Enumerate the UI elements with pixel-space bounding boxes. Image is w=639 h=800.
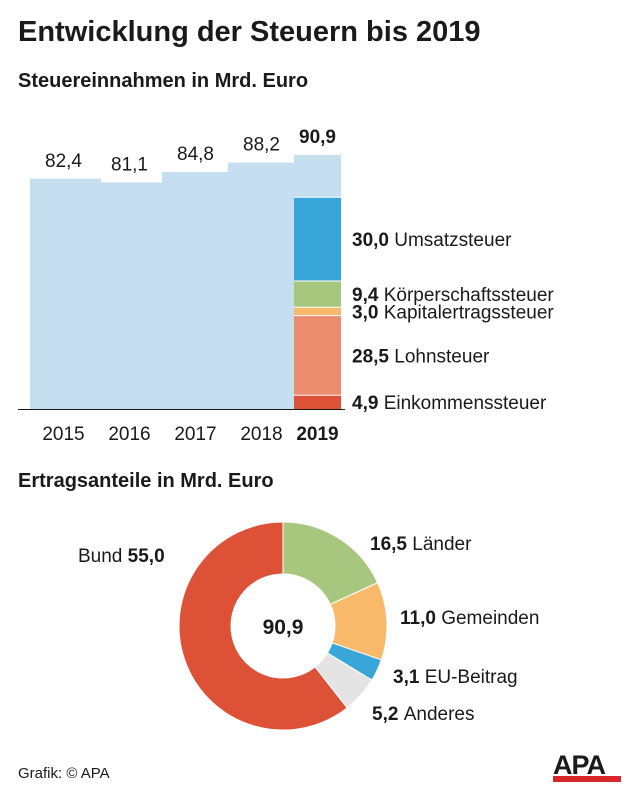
donut-slice-eu-beitrag [326, 642, 382, 681]
segment-label-kapitalertragssteuer: 3,0 Kapitalertragssteuer [352, 302, 554, 323]
x-tick-label-2019: 2019 [296, 424, 338, 445]
bar-2017 [162, 172, 233, 409]
x-tick-label-2015: 2015 [42, 424, 84, 445]
chart-title: Entwicklung der Steuern bis 2019 [18, 16, 481, 48]
bar-chart: 82,4 2015 81,1 2016 84,8 2017 88,2 2018 4,9 Eink… [18, 127, 554, 445]
bar-chart-subtitle: Steuereinnahmen in Mrd. Euro [18, 70, 309, 92]
donut-slice-bund [178, 521, 348, 731]
segment-label-umsatzsteuer: 30,0 Umsatzsteuer [352, 230, 512, 251]
source-credit: Grafik: © APA [18, 765, 110, 782]
bar-2018 [228, 162, 299, 409]
apa-logo-bar [553, 776, 621, 782]
donut-label-gemeinden: 11,0 Gemeinden [400, 608, 539, 629]
x-tick-label-2017: 2017 [174, 424, 216, 445]
bar-2019-segment-kapitalertragssteuer [294, 307, 341, 316]
value-label-2016: 81,1 [111, 154, 148, 175]
bar-2015 [30, 178, 101, 409]
segment-label-einkommenssteuer: 4,9 Einkommenssteuer [352, 393, 547, 414]
bar-2019-segment-umsatzsteuer [294, 197, 341, 282]
donut-slice-länder [282, 521, 379, 606]
x-tick-label-2016: 2016 [108, 424, 150, 445]
bar-2019-segment-körperschaftssteuer [294, 281, 341, 308]
donut-slice-gemeinden [329, 582, 388, 661]
donut-total-label: 90,9 [263, 616, 304, 639]
donut-label-länder: 16,5 Länder [370, 534, 472, 555]
donut-label-bund: Bund 55,0 [78, 546, 165, 567]
value-label-2017: 84,8 [177, 144, 214, 165]
value-label-2018: 88,2 [243, 135, 280, 156]
apa-logo: APA [553, 750, 623, 782]
bar-2019-segment-rest [294, 155, 341, 198]
bar-2016 [96, 182, 167, 409]
value-label-2015: 82,4 [45, 151, 82, 172]
apa-logo-text: APA [553, 750, 606, 780]
donut-slice-anderes [314, 652, 373, 709]
donut-label-anderes: 5,2 Anderes [372, 704, 474, 725]
donut-label-eu-beitrag: 3,1 EU-Beitrag [393, 667, 518, 688]
bar-2019-segment-einkommenssteuer [294, 395, 341, 409]
value-label-2019: 90,9 [299, 127, 336, 148]
bar-2019-segment-lohnsteuer [294, 315, 341, 396]
segment-label-lohnsteuer: 28,5 Lohnsteuer [352, 346, 490, 367]
donut-chart-subtitle: Ertragsanteile in Mrd. Euro [18, 470, 274, 492]
x-tick-label-2018: 2018 [240, 424, 282, 445]
segment-label-körperschaftssteuer: 9,4 Körperschaftssteuer [352, 285, 554, 306]
